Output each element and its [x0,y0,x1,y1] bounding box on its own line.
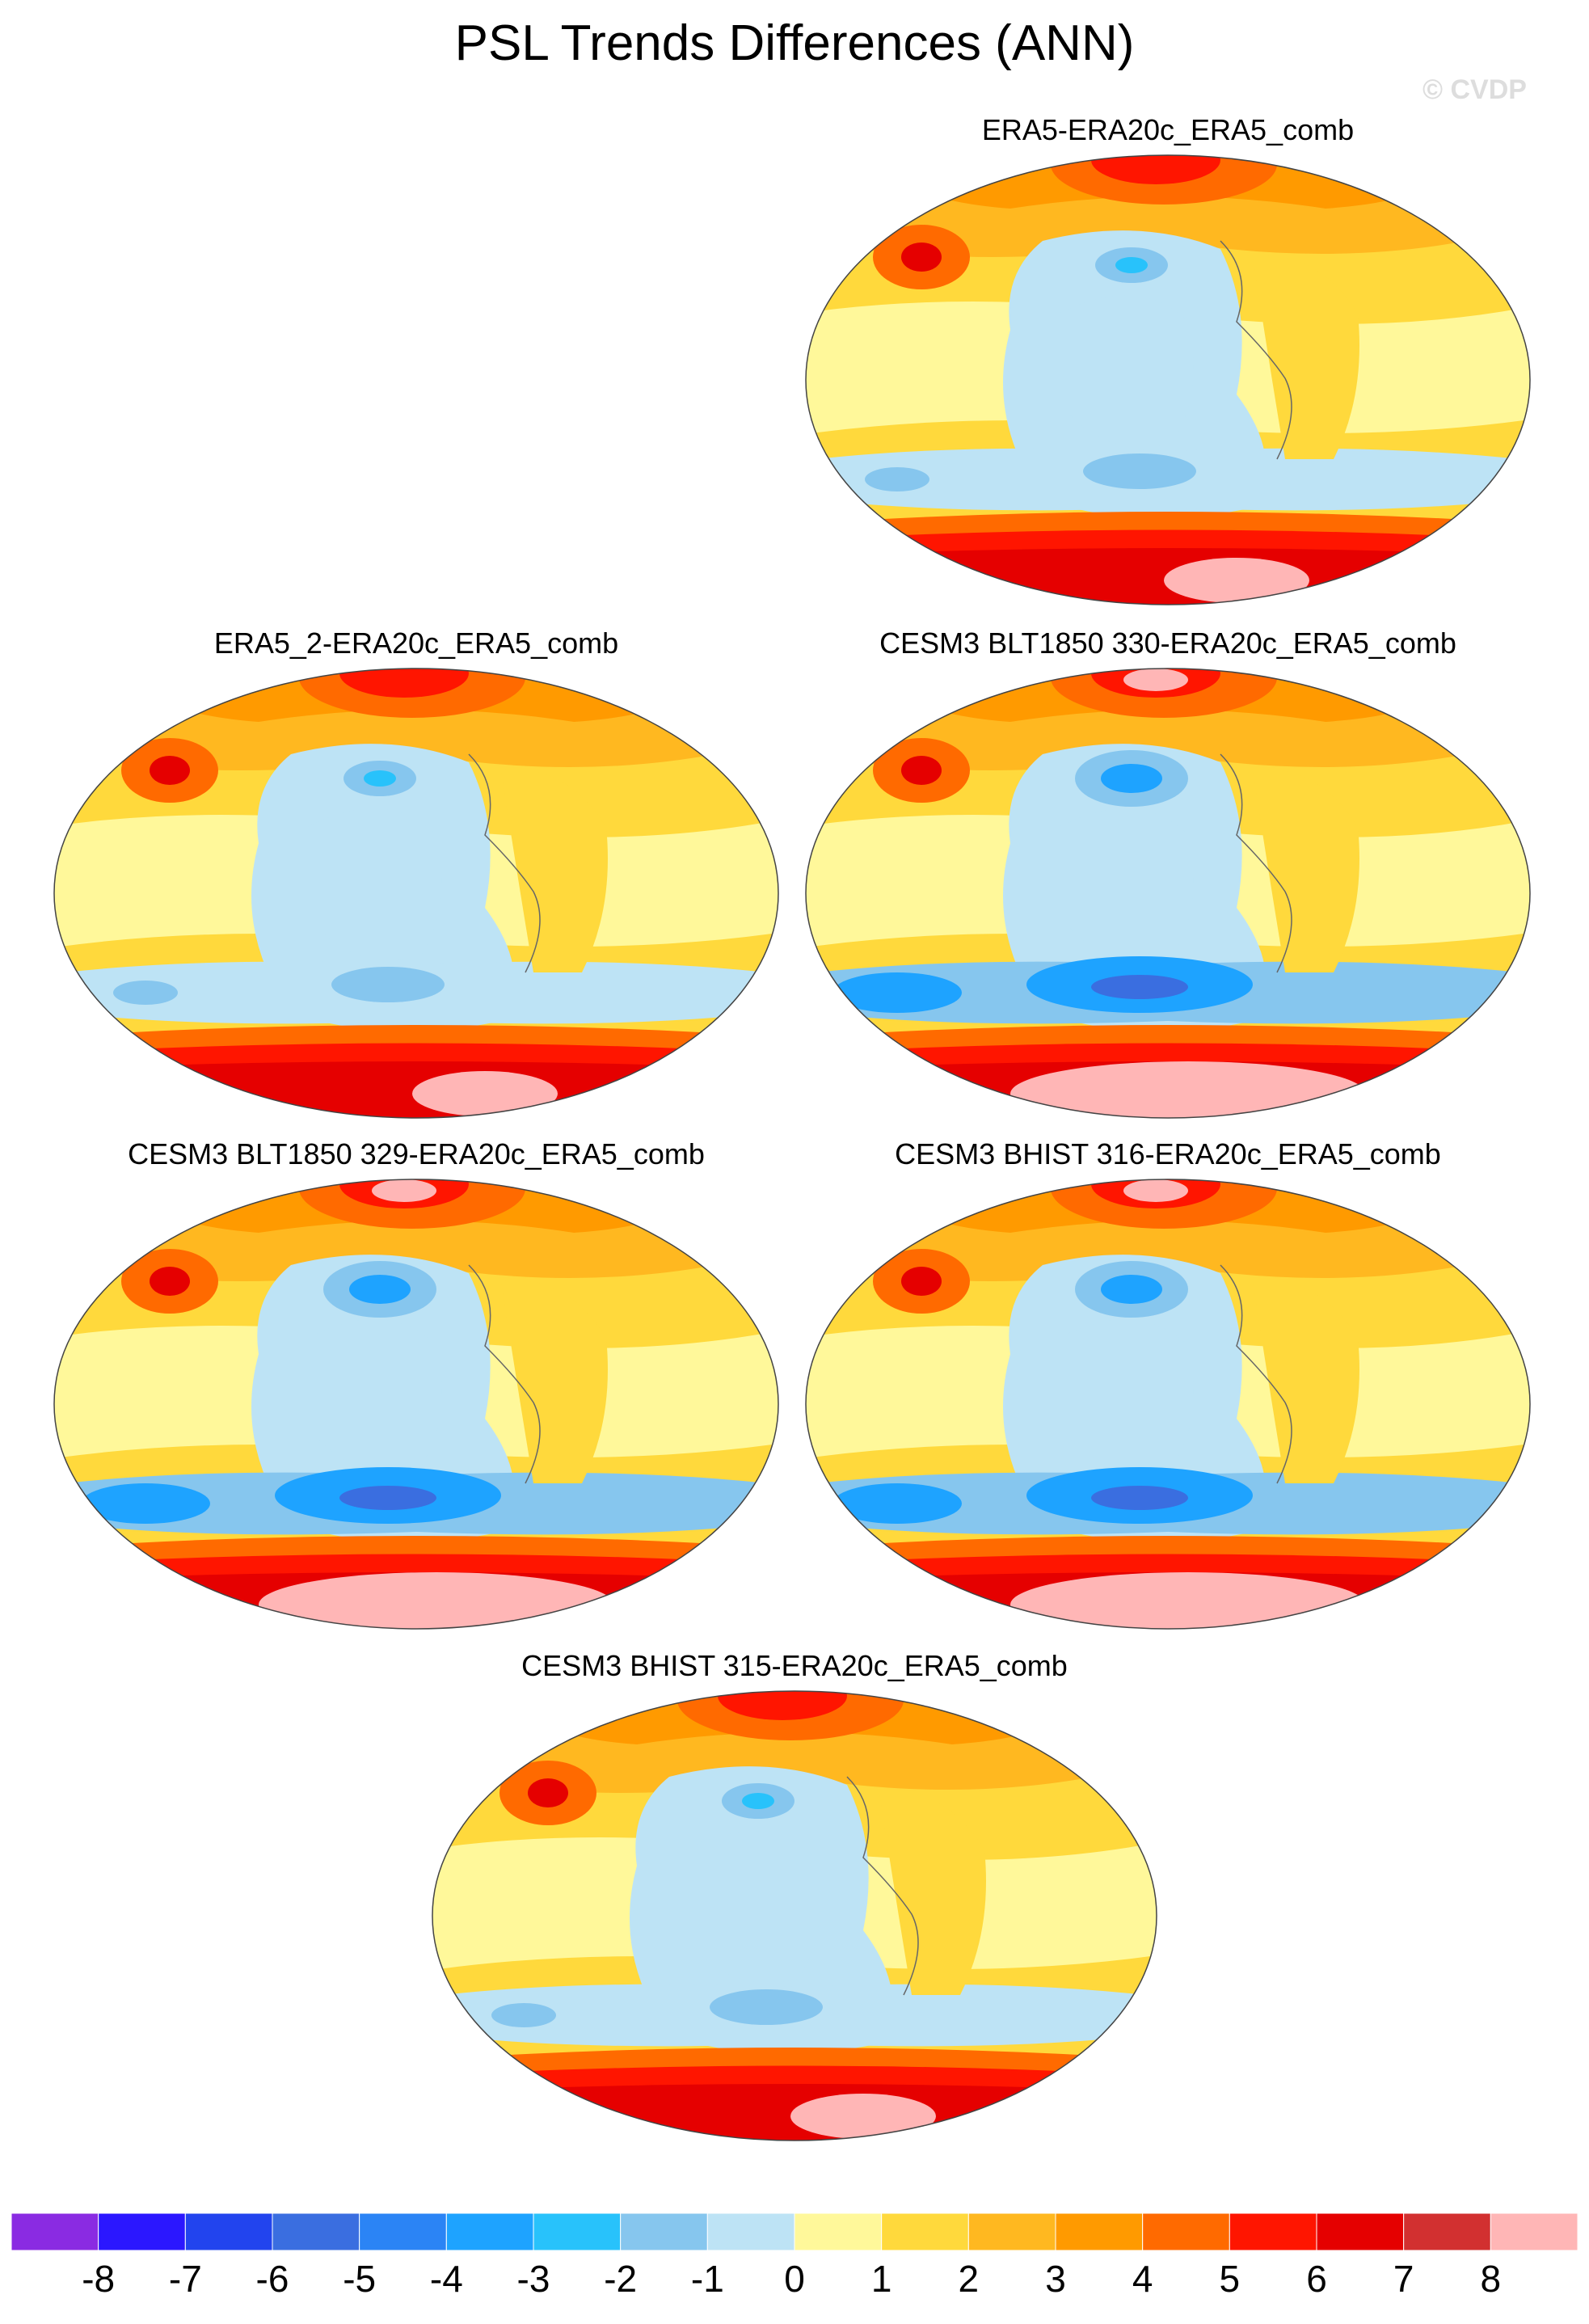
colorbar-swatch [881,2213,969,2250]
world-map [805,154,1531,605]
map-panel-5: CESM3 BHIST 316-ERA20c_ERA5_comb [800,1137,1536,1639]
colorbar [11,2213,1578,2250]
map-panel-2: ERA5_2-ERA20c_ERA5_comb [48,626,784,1128]
world-map [432,1690,1157,2141]
colorbar-tick-label: 6 [1306,2258,1327,2300]
colorbar-swatch [533,2213,622,2250]
colorbar-tick-label: 3 [1045,2258,1066,2300]
colorbar-tick-label: -4 [429,2258,463,2300]
map-panel-4: CESM3 BLT1850 329-ERA20c_ERA5_comb [48,1137,784,1639]
colorbar-tick-label: 7 [1393,2258,1414,2300]
watermark: © CVDP [1423,74,1527,105]
world-map [53,1179,779,1630]
colorbar-swatch [706,2213,795,2250]
panel-title: CESM3 BHIST 316-ERA20c_ERA5_comb [895,1137,1441,1170]
world-map [805,668,1531,1119]
colorbar-tick-label: 0 [784,2258,805,2300]
colorbar-tick-label: -1 [690,2258,724,2300]
colorbar-tick-label: 2 [958,2258,980,2300]
colorbar-swatch [1142,2213,1230,2250]
colorbar-tick-label: -5 [343,2258,377,2300]
colorbar-swatch [98,2213,186,2250]
colorbar-tick-label: -6 [255,2258,289,2300]
colorbar-labels: -8 -7 -6 -5 -4 -3 -2 -1 0 1 2 3 4 5 6 7 8 [0,2257,1589,2305]
colorbar-swatch [1229,2213,1317,2250]
colorbar-tick-label: 4 [1132,2258,1153,2300]
map-panel-3: CESM3 BLT1850 330-ERA20c_ERA5_comb [800,626,1536,1128]
colorbar-swatch [272,2213,360,2250]
colorbar-swatch [967,2213,1056,2250]
map-panel-6: CESM3 BHIST 315-ERA20c_ERA5_comb [427,1649,1162,2150]
panel-title: ERA5_2-ERA20c_ERA5_comb [213,626,619,660]
colorbar-tick-label: -8 [82,2258,116,2300]
colorbar-tick-label: 1 [870,2258,892,2300]
panel-title: CESM3 BLT1850 329-ERA20c_ERA5_comb [128,1137,705,1170]
world-map [53,668,779,1119]
colorbar-swatch [1403,2213,1491,2250]
colorbar-swatch [359,2213,447,2250]
panel-title: CESM3 BLT1850 330-ERA20c_ERA5_comb [879,626,1456,660]
colorbar-swatch [1490,2213,1578,2250]
colorbar-swatch [794,2213,883,2250]
colorbar-swatch [1316,2213,1405,2250]
figure-title: PSL Trends Differences (ANN) [454,15,1135,71]
panel-title: CESM3 BHIST 315-ERA20c_ERA5_comb [521,1649,1068,1682]
colorbar-swatch [1055,2213,1144,2250]
world-map [805,1179,1531,1630]
colorbar-tick-label: -7 [168,2258,202,2300]
colorbar-swatch [184,2213,273,2250]
colorbar-tick-label: 5 [1219,2258,1241,2300]
colorbar-tick-label: 8 [1480,2258,1502,2300]
colorbar-tick-label: -3 [516,2258,550,2300]
colorbar-swatch [11,2213,99,2250]
colorbar-tick-label: -2 [604,2258,638,2300]
colorbar-swatch [445,2213,534,2250]
panel-title: ERA5-ERA20c_ERA5_comb [981,113,1355,146]
colorbar-swatch [620,2213,708,2250]
map-panel-1: ERA5-ERA20c_ERA5_comb [800,113,1536,614]
